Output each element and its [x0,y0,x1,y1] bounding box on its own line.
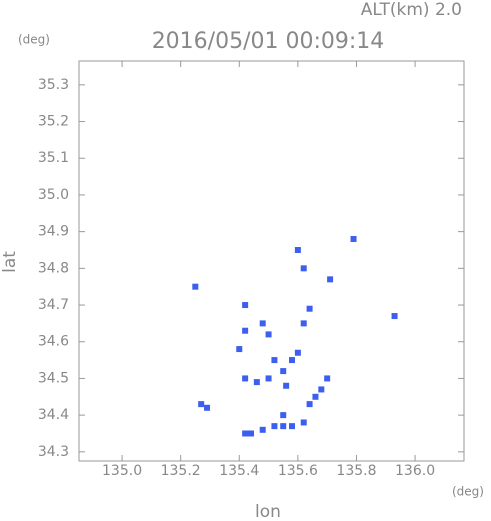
y-tick-label: 34.4 [38,407,69,423]
echo-point [271,357,278,364]
echo-point [318,386,325,393]
echo-point [324,375,331,382]
y-tick-label: 34.8 [38,260,69,276]
echo-point [259,426,266,433]
y-tick-label: 34.5 [38,370,69,386]
echo-point [300,419,307,426]
echo-point [247,430,254,437]
x-unit: (deg) [452,485,484,499]
x-tick-label: 136.0 [395,463,435,479]
echo-point [306,401,313,408]
echo-point [280,412,287,419]
echo-point [350,235,357,242]
echo-point [280,423,287,430]
echo-point [204,404,211,411]
echo-point [271,423,278,430]
echo-point [242,375,249,382]
chart-title: 2016/05/01 00:09:14 [152,29,385,54]
echo-point [283,382,290,389]
echo-point [253,379,260,386]
y-tick-label: 35.3 [38,77,69,93]
x-tick-label: 135.8 [336,463,376,479]
y-unit: (deg) [18,33,50,47]
altitude-label: ALT(km) 2.0 [361,0,462,20]
plot-frame [78,60,465,462]
echo-point [280,368,287,375]
y-tick-label: 35.1 [38,150,69,166]
echo-point [265,375,272,382]
echo-point [391,313,398,320]
echo-point [242,327,249,334]
x-tick-label: 135.6 [278,463,318,479]
echo-point [300,265,307,272]
echo-point [198,401,205,408]
x-tick-label: 135.2 [161,463,201,479]
x-tick-label: 135.4 [219,463,259,479]
echo-point [294,349,301,356]
echo-point [300,320,307,327]
echo-point [289,423,296,430]
echo-point [192,283,199,290]
y-tick-label: 34.6 [38,334,69,350]
echo-point [259,320,266,327]
echo-point [312,393,319,400]
echo-point [289,357,296,364]
echo-point [306,305,313,312]
y-tick-label: 34.7 [38,297,69,313]
echo-point [327,276,334,283]
x-axis-label: lon [255,502,281,521]
y-tick-label: 35.0 [38,187,69,203]
x-tick-label: 135.0 [102,463,142,479]
echo-point [265,331,272,338]
y-tick-label: 35.2 [38,114,69,130]
echo-point [294,246,301,253]
y-axis-label: lat [0,251,20,273]
y-tick-label: 34.9 [38,224,69,240]
echo-point [236,346,243,353]
echo-point [242,302,249,309]
echo-point [242,430,249,437]
y-tick-label: 34.3 [38,444,69,460]
